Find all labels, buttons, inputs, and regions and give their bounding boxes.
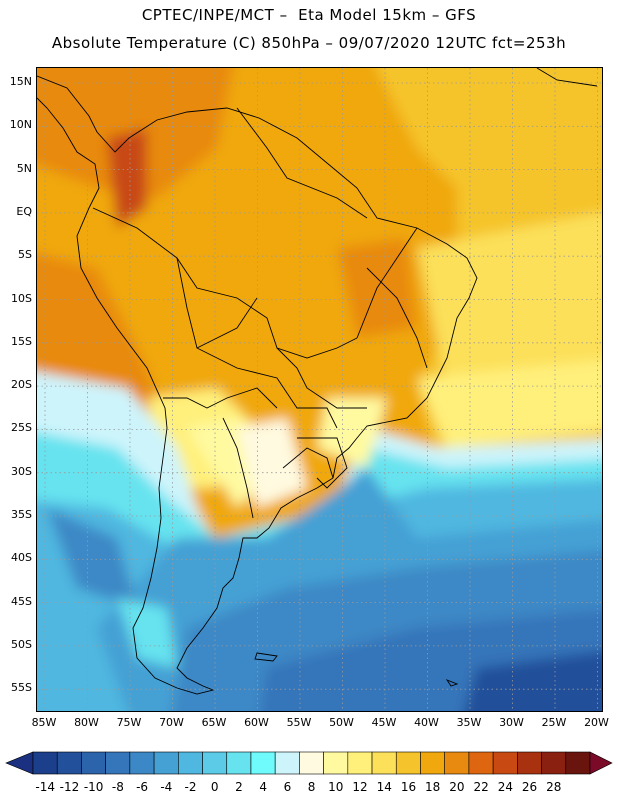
colorbar-swatch (32, 751, 58, 775)
colorbar-swatch (420, 751, 445, 775)
lat-label: 5S (18, 248, 32, 262)
lat-label: 10N (9, 118, 32, 132)
lat-label: 15S (11, 334, 32, 348)
colorbar-swatch (347, 751, 373, 775)
colorbar-tick-label: 14 (376, 780, 392, 794)
colorbar-swatch (492, 751, 518, 775)
lon-label: 40W (414, 716, 439, 729)
colorbar-swatch (226, 751, 252, 775)
colorbar-swatch (274, 751, 300, 775)
colorbar-swatch (129, 751, 155, 775)
colorbar-tick-label: 4 (259, 780, 267, 794)
lat-label: 10S (11, 291, 32, 305)
lon-label: 50W (329, 716, 354, 729)
colorbar-over-arrow (589, 751, 613, 775)
temperature-colorbar (5, 751, 613, 775)
colorbar-tick-label: -12 (59, 780, 80, 794)
lat-label: 35S (11, 508, 32, 521)
colorbar-swatch (153, 751, 179, 775)
colorbar-swatch (81, 751, 106, 775)
map-title-line-2: Absolute Temperature (C) 850hPa – 09/07/… (51, 34, 567, 52)
lon-label: 20W (584, 716, 609, 729)
colorbar-tick-label: 2 (235, 780, 243, 794)
colorbar-tick-label: -2 (184, 780, 197, 794)
lon-label: 80W (74, 716, 99, 729)
colorbar-swatch (395, 751, 421, 775)
colorbar-swatch (202, 751, 228, 775)
colorbar-tick-label: 8 (307, 780, 316, 794)
temperature-field (37, 68, 602, 711)
colorbar-swatch (468, 751, 494, 775)
colorbar-tick-label: 24 (497, 780, 513, 794)
colorbar-swatch (178, 751, 203, 775)
lat-label: 20S (11, 378, 32, 392)
lon-label: 85W (31, 716, 57, 729)
colorbar-tick-label: 12 (352, 780, 368, 794)
lon-label: 75W (116, 716, 142, 729)
lat-label: 30S (11, 464, 32, 478)
lon-label: 65W (201, 716, 227, 729)
lon-label: 60W (244, 716, 269, 729)
colorbar-swatch (444, 751, 470, 775)
lon-label: 35W (456, 716, 482, 729)
colorbar-swatch (565, 751, 591, 775)
colorbar-tick-label: -10 (83, 780, 104, 794)
lat-label: 15N (9, 75, 32, 88)
map-grid (37, 68, 602, 711)
colorbar-swatch (299, 751, 324, 775)
colorbar-tick-label: -4 (160, 780, 173, 794)
colorbar-tick-label: -6 (136, 780, 149, 794)
colorbar-tick-label: 0 (210, 780, 219, 794)
colorbar-tick-label: 10 (328, 780, 344, 794)
colorbar-swatch (105, 751, 131, 775)
lat-label: 40S (11, 551, 32, 565)
lat-label: 25S (11, 421, 32, 435)
colorbar-tick-label: 26 (521, 780, 538, 794)
lat-label: 45S (11, 594, 32, 608)
lon-label: 25W (541, 716, 567, 729)
colorbar-swatch (323, 751, 349, 775)
lat-label: 55S (11, 681, 32, 695)
colorbar-tick-label: 18 (425, 780, 441, 794)
colorbar-tick-label: 28 (546, 780, 562, 794)
colorbar-swatch (517, 751, 542, 775)
colorbar-tick-label: 22 (473, 780, 489, 794)
colorbar-swatch (56, 751, 82, 775)
colorbar-tick-label: 16 (400, 780, 417, 794)
lon-label: 45W (371, 716, 397, 729)
map-title-line-1: CPTEC/INPE/MCT – Eta Model 15km – GFS (141, 6, 477, 24)
lat-label: EQ (16, 204, 32, 218)
temperature-map (36, 67, 603, 712)
coastline (37, 68, 598, 695)
colorbar-tick-label: 20 (449, 780, 465, 794)
colorbar-under-arrow (5, 751, 34, 775)
colorbar-tick-label: 6 (283, 780, 292, 794)
colorbar-swatch (250, 751, 276, 775)
colorbar-tick-label: -8 (111, 780, 124, 794)
lat-label: 50S (11, 637, 32, 651)
colorbar-swatch (541, 751, 567, 775)
lon-label: 70W (159, 716, 184, 729)
lon-label: 30W (499, 716, 524, 729)
colorbar-swatch (371, 751, 397, 775)
lat-label: 5N (16, 161, 32, 175)
lon-label: 55W (286, 716, 312, 729)
colorbar-tick-label: -14 (35, 780, 55, 794)
